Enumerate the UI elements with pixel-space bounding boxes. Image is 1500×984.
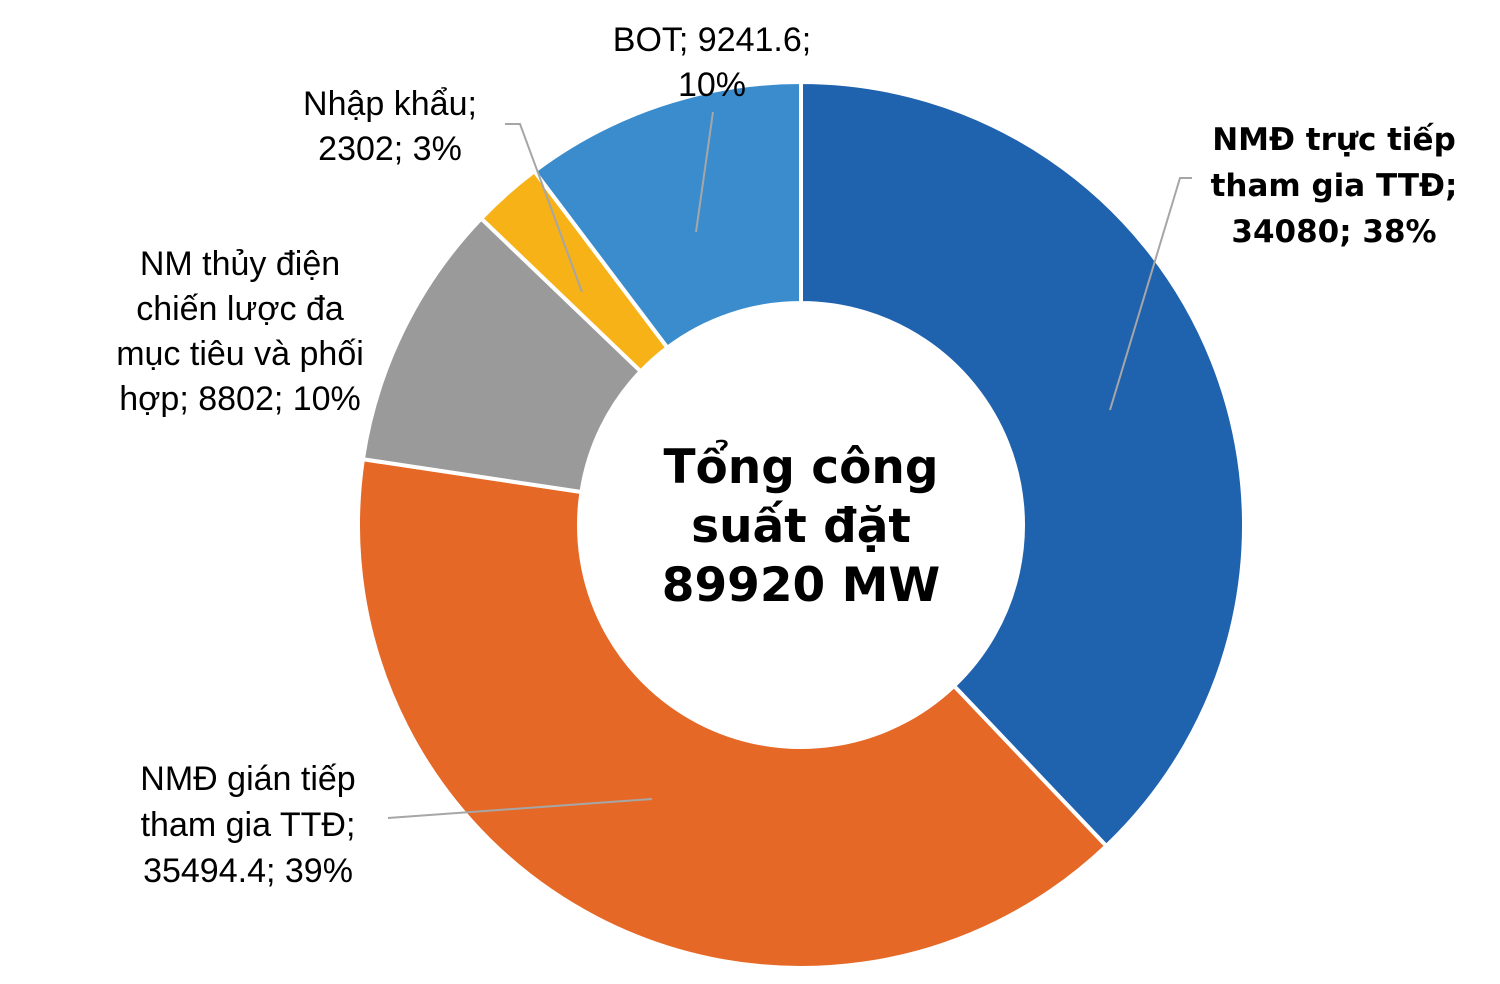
data-label-line: 34080; 38%	[1231, 214, 1436, 250]
data-label-line: 2302; 3%	[318, 130, 462, 168]
leader-lines	[387, 111, 1192, 819]
slice-direct	[799, 80, 1246, 849]
data-label-line: NM thủy điện	[140, 245, 340, 283]
slice-hydro	[360, 216, 643, 495]
data-label-line: 10%	[678, 66, 746, 104]
data-label-indirect: NMĐ gián tiếp tham gia TTĐ; 35494.4; 39%	[140, 760, 355, 890]
data-label-direct: NMĐ trực tiếp tham gia TTĐ; 34080; 38%	[1211, 122, 1458, 250]
slice-indirect	[356, 457, 1109, 970]
data-label-line: 35494.4; 39%	[143, 852, 353, 890]
data-label-line: tham gia TTĐ;	[141, 806, 356, 844]
data-label-line: NMĐ gián tiếp	[140, 760, 355, 798]
data-label-line: BOT; 9241.6;	[613, 21, 811, 59]
data-label-bot: BOT; 9241.6; 10%	[613, 21, 811, 104]
data-label-line: mục tiêu và phối	[116, 335, 364, 373]
center-total-label: Tổng công suất đặt 89920 MW	[662, 440, 941, 613]
slice-labels: NMĐ trực tiếp tham gia TTĐ; 34080; 38%NMĐ …	[116, 21, 1457, 890]
data-label-line: chiến lược đa	[136, 290, 344, 328]
leader-line-bot	[695, 111, 714, 233]
leader-line-import	[505, 123, 583, 293]
center-total-line: 89920 MW	[662, 558, 941, 613]
leader-line-direct	[1109, 177, 1192, 411]
leader-line-indirect	[387, 798, 653, 819]
data-label-line: Nhập khẩu;	[303, 85, 477, 123]
data-label-line: hợp; 8802; 10%	[119, 380, 361, 418]
data-label-line: tham gia TTĐ;	[1211, 168, 1458, 204]
data-label-import: Nhập khẩu; 2302; 3%	[303, 85, 477, 168]
slices-layer	[356, 80, 1246, 970]
center-total-line: suất đặt	[691, 499, 911, 554]
center-total-line: Tổng công	[663, 440, 938, 495]
data-label-hydro: NM thủy điện chiến lược đa mục tiêu và phố…	[116, 245, 364, 418]
slice-bot	[532, 80, 803, 350]
data-label-line: NMĐ trực tiếp	[1212, 122, 1456, 158]
